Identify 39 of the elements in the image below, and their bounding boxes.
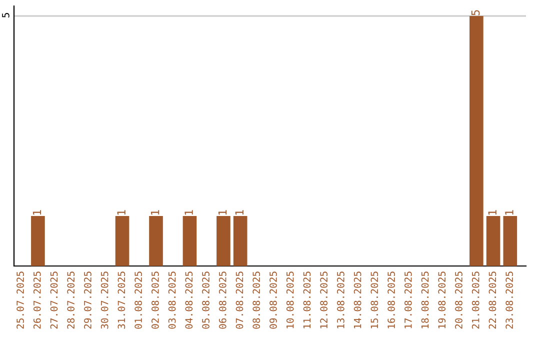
data-label: 5 <box>471 10 480 16</box>
x-tick-label: 22.08.2025 <box>488 272 496 329</box>
x-tick-label: 23.08.2025 <box>506 272 513 329</box>
x-tick-label: 16.08.2025 <box>388 272 395 328</box>
data-label: 1 <box>150 210 160 215</box>
x-tick-label: 28.07.2025 <box>67 272 75 329</box>
x-tick-label: 05.08.2025 <box>202 272 210 329</box>
x-tick-label: 10.08.2025 <box>286 272 294 328</box>
x-tick-label: 21.08.2025 <box>472 272 480 329</box>
x-tick-label: 18.08.2025 <box>421 272 429 328</box>
x-tick-label: 13.08.2025 <box>336 272 344 328</box>
data-label: 1 <box>235 210 244 215</box>
x-tick-label: 20.08.2025 <box>455 272 462 329</box>
data-label: 1 <box>184 210 193 215</box>
data-label: 1 <box>32 210 42 215</box>
x-tick-label: 12.08.2025 <box>320 272 328 328</box>
x-tick-label: 07.08.2025 <box>236 272 244 329</box>
x-tick-label: 14.08.2025 <box>354 272 362 328</box>
data-label: 1 <box>505 210 514 215</box>
x-tick-label: 11.08.2025 <box>303 272 311 328</box>
x-tick-label: 31.07.2025 <box>118 272 126 329</box>
x-tick-label: 19.08.2025 <box>438 272 446 328</box>
x-tick-label: 15.08.2025 <box>370 272 378 328</box>
x-tick-label: 17.08.2025 <box>404 272 412 328</box>
x-tick-label: 27.07.2025 <box>50 272 58 329</box>
x-tick-label: 08.08.2025 <box>252 272 260 329</box>
x-tick-label: 04.08.2025 <box>185 272 193 329</box>
x-tick-label: 25.07.2025 <box>16 272 24 329</box>
x-tick-label: 09.08.2025 <box>270 272 277 329</box>
x-tick-label: 06.08.2025 <box>218 272 226 329</box>
data-label: 1 <box>488 210 496 215</box>
x-tick-label: 30.07.2025 <box>100 272 108 329</box>
x-tick-label: 26.07.2025 <box>33 272 41 329</box>
data-label: 1 <box>117 210 126 215</box>
x-tick-label: 01.08.2025 <box>134 272 142 329</box>
x-tick-label: 29.07.2025 <box>84 272 92 329</box>
x-tick-label: 02.08.2025 <box>151 272 159 329</box>
x-tick-label: 03.08.2025 <box>168 272 176 329</box>
data-label: 1 <box>218 210 227 215</box>
